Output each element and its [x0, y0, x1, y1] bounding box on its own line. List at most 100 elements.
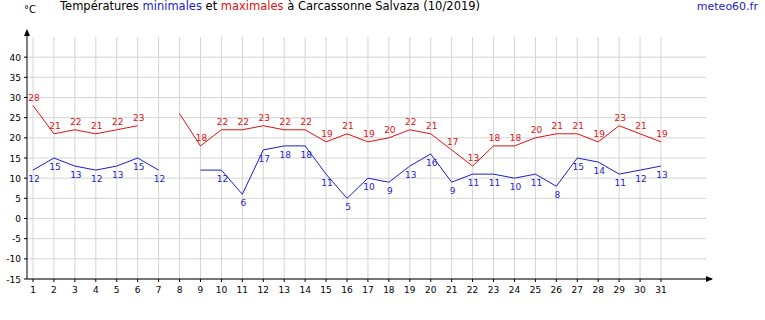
x-tick-label: 22 — [467, 285, 478, 295]
grid-line-vertical — [179, 37, 180, 279]
y-tick-label: -5 — [12, 234, 21, 244]
x-tick-label: 28 — [592, 285, 604, 295]
data-label: 18 — [279, 150, 291, 160]
y-tick — [24, 238, 27, 239]
grid-line-vertical — [158, 37, 159, 279]
x-tick-label: 15 — [320, 285, 331, 295]
x-tick-label: 10 — [216, 285, 228, 295]
x-tick-label: 3 — [72, 285, 78, 295]
x-tick-label: 14 — [299, 285, 311, 295]
y-tick-label: 15 — [10, 154, 21, 164]
x-tick — [33, 279, 34, 282]
data-label: 15 — [133, 162, 144, 172]
data-label: 21 — [426, 121, 437, 131]
x-tick — [640, 279, 641, 282]
x-tick — [158, 279, 159, 282]
y-tick — [24, 57, 27, 58]
x-tick-label: 17 — [362, 285, 373, 295]
grid-line-vertical — [619, 37, 620, 279]
y-tick — [24, 198, 27, 199]
data-label: 19 — [656, 129, 668, 139]
y-tick — [24, 258, 27, 259]
x-tick-label: 30 — [634, 285, 646, 295]
y-tick — [24, 117, 27, 118]
grid-line-vertical — [33, 37, 34, 279]
data-label: 17 — [447, 137, 458, 147]
data-label: 20 — [531, 125, 543, 135]
title: Températures minimales et maximales à Ca… — [59, 0, 480, 13]
grid-line — [27, 117, 706, 118]
data-label: 18 — [510, 133, 522, 143]
grid-line-vertical — [409, 37, 410, 279]
data-label: 15 — [49, 162, 60, 172]
data-label: 11 — [614, 178, 625, 188]
data-label: 5 — [345, 202, 351, 212]
legend-entry: maximales — [221, 0, 284, 13]
x-tick-label: 1 — [30, 285, 36, 295]
data-label: 23 — [259, 113, 270, 123]
data-label: 19 — [363, 129, 375, 139]
grid-line — [27, 178, 706, 179]
x-tick — [221, 279, 222, 282]
data-label: 20 — [384, 125, 396, 135]
y-tick — [24, 77, 27, 78]
x-tick-label: 27 — [572, 285, 583, 295]
data-label: 13 — [468, 153, 479, 163]
source: meteo60.fr — [697, 0, 759, 13]
data-label: 11 — [468, 178, 479, 188]
data-label: 9 — [387, 186, 393, 196]
data-label: 6 — [240, 198, 246, 208]
data-label: 23 — [614, 113, 625, 123]
y-tick-label: 30 — [10, 93, 22, 103]
data-label: 28 — [28, 93, 40, 103]
x-tick-label: 6 — [135, 285, 141, 295]
x-tick-label: 13 — [278, 285, 289, 295]
x-tick — [430, 279, 431, 282]
x-tick — [556, 279, 557, 282]
grid-line-vertical — [326, 37, 327, 279]
axes: -15-10-505101520253035401234567891011121… — [6, 29, 713, 295]
x-tick-label: 4 — [93, 285, 99, 295]
series-line — [33, 106, 661, 167]
data-label: 21 — [635, 121, 646, 131]
x-tick — [179, 279, 180, 282]
y-tick-label: 35 — [10, 73, 21, 83]
data-label: 17 — [259, 154, 270, 164]
grid-line — [27, 198, 706, 199]
grid-line — [27, 218, 706, 219]
x-tick-label: 26 — [551, 285, 563, 295]
y-tick — [24, 137, 27, 138]
y-axis-label: °C — [24, 4, 36, 15]
x-tick-label: 25 — [530, 285, 541, 295]
grid-line-vertical — [514, 37, 515, 279]
x-tick — [535, 279, 536, 282]
data-label: 10 — [510, 182, 522, 192]
y-tick-label: -10 — [6, 254, 21, 264]
data-label: 21 — [552, 121, 563, 131]
grid-line-vertical — [200, 37, 201, 279]
x-tick-label: 8 — [177, 285, 183, 295]
y-tick-label: 20 — [10, 133, 22, 143]
title-part: Températures — [59, 0, 143, 13]
x-tick — [661, 279, 662, 282]
y-axis-arrow — [24, 29, 30, 36]
data-label: 19 — [593, 129, 605, 139]
data-label: 11 — [531, 178, 542, 188]
x-tick — [284, 279, 285, 282]
x-tick-label: 23 — [488, 285, 499, 295]
y-tick-label: 5 — [15, 194, 21, 204]
y-tick — [24, 158, 27, 159]
y-tick — [24, 97, 27, 98]
x-tick — [493, 279, 494, 282]
x-tick — [347, 279, 348, 282]
grid-line-vertical — [388, 37, 389, 279]
data-label: 18 — [300, 150, 312, 160]
y-axis — [27, 31, 28, 279]
data-label: 16 — [426, 158, 438, 168]
x-tick — [619, 279, 620, 282]
x-tick — [53, 279, 54, 282]
x-tick — [116, 279, 117, 282]
data-label: 22 — [70, 117, 81, 127]
x-tick-label: 7 — [156, 285, 162, 295]
x-tick-label: 2 — [51, 285, 57, 295]
